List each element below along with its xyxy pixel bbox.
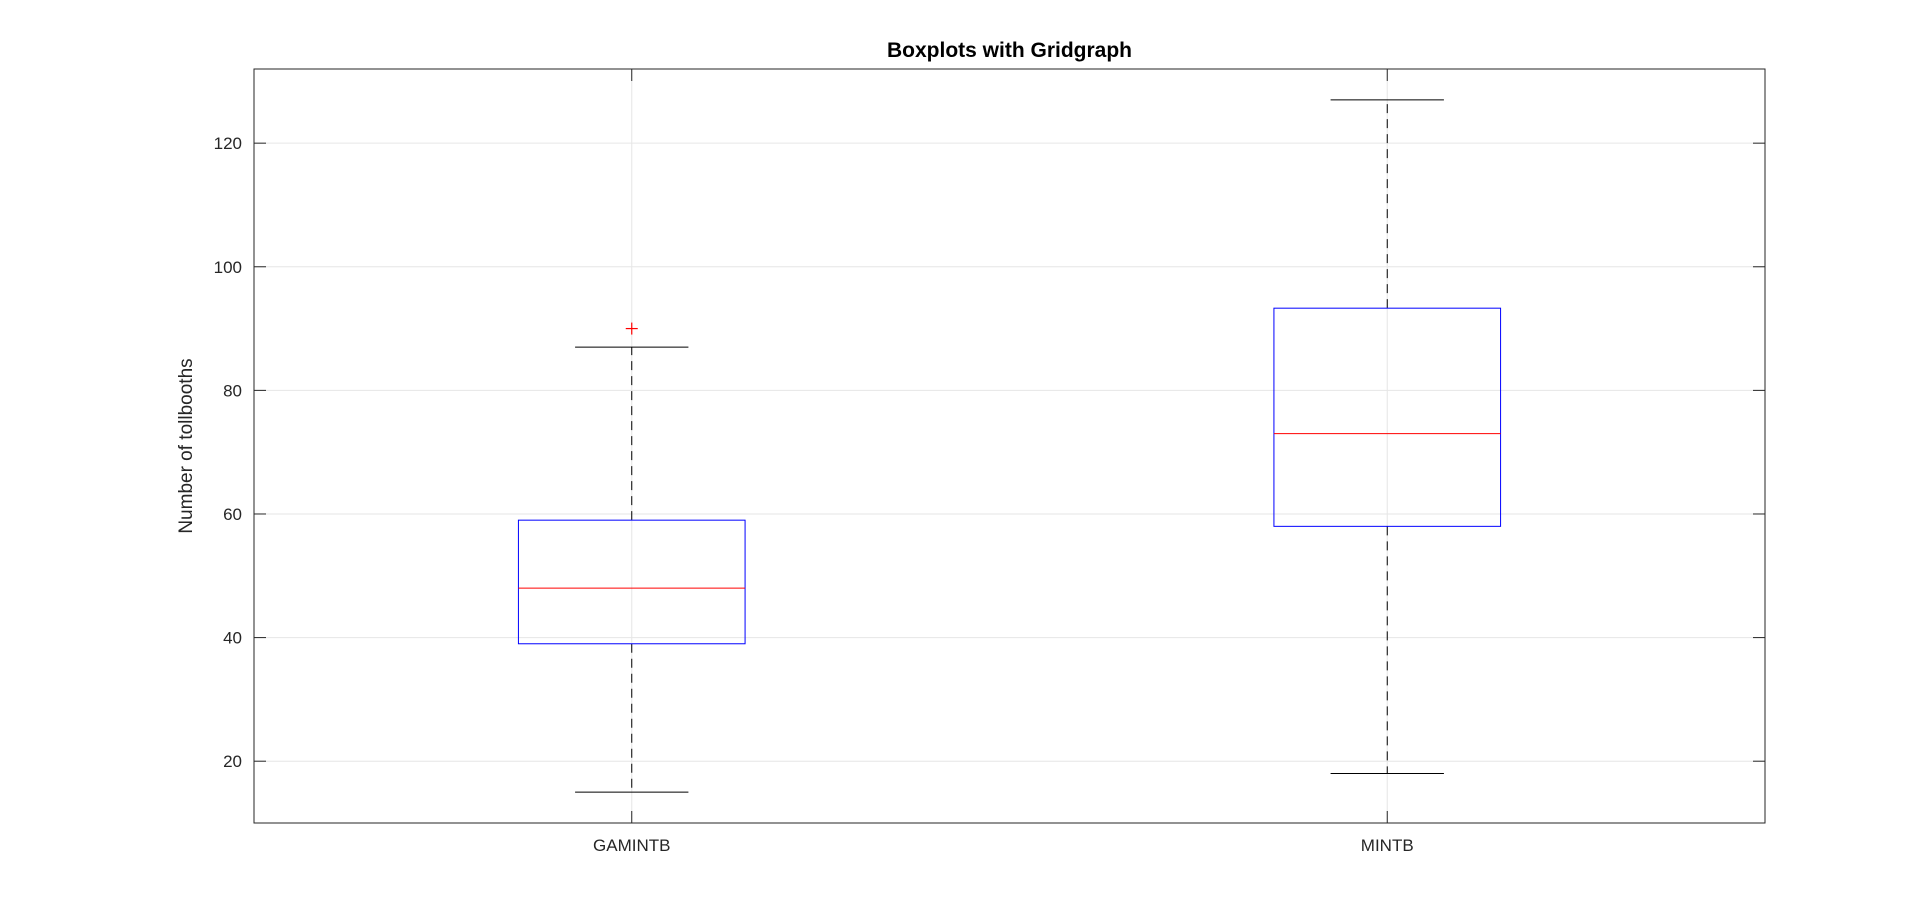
outlier-marker <box>625 322 638 335</box>
box-group-gamintb <box>517 322 746 793</box>
y-tick-label: 80 <box>223 381 242 400</box>
chart-title: Boxplots with Gridgraph <box>887 39 1132 62</box>
y-tick-label: 40 <box>223 629 242 648</box>
y-tick-label: 120 <box>214 134 242 153</box>
y-tick-label: 60 <box>223 505 242 524</box>
y-tick-label: 20 <box>223 752 242 771</box>
y-axis-label: Number of tollbooths <box>176 358 197 533</box>
box-group-mintb <box>1273 99 1502 775</box>
grid-layer <box>254 69 1765 823</box>
x-tick-label: GAMINTB <box>593 836 670 855</box>
iqr-box <box>1273 307 1502 527</box>
x-tick-label: MINTB <box>1361 836 1414 855</box>
axes-box <box>253 68 1766 824</box>
plot-layer <box>517 99 1502 793</box>
y-tick-label: 100 <box>214 258 242 277</box>
tick-layer: 20 40 60 80 100 120 GAMINTB MINTB <box>214 69 1765 855</box>
iqr-box <box>517 519 746 645</box>
